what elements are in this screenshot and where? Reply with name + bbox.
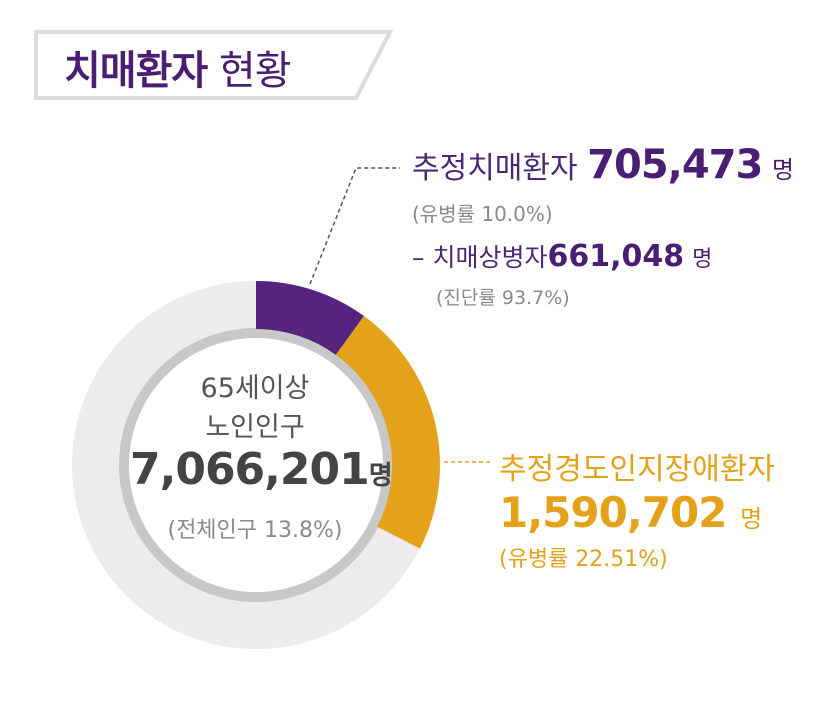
- title-bold: 치매환자: [64, 48, 208, 94]
- total-value-text: 7,066,201: [130, 444, 370, 495]
- title-banner: [34, 30, 394, 100]
- mci-unit: 명: [740, 505, 762, 533]
- leader-line-dementia: [309, 167, 400, 285]
- total-unit: 명: [368, 461, 393, 491]
- dementia-value: 705,473: [587, 142, 763, 188]
- mci-value: 1,590,702: [499, 488, 727, 537]
- diagnosed-label-text: 치매상병자: [432, 243, 548, 272]
- dementia-label-text: 추정치매환자: [412, 151, 578, 186]
- center-label-line1: 65세이상: [200, 373, 310, 404]
- diagnosed-unit: 명: [692, 247, 713, 272]
- donut-slice-1: [335, 316, 441, 549]
- center-share-text: (전체인구 13.8%): [167, 518, 343, 543]
- diagnosed-value: 661,048: [547, 239, 685, 274]
- donut-slice-0: [256, 281, 365, 355]
- diagnosed-rate: (진단률 93.7%): [436, 287, 570, 309]
- donut-inner-ring: [119, 328, 393, 602]
- dementia-label: 추정치매환자 705,473 명: [412, 142, 794, 188]
- title-normal: 현황: [218, 48, 292, 94]
- mci-label: 추정경도인지장애환자: [499, 452, 775, 487]
- mci-rate: (유병률 22.51%): [499, 547, 668, 572]
- donut-slices: [256, 281, 441, 549]
- page-title: 치매환자 현황: [64, 38, 292, 96]
- dementia-unit: 명: [771, 156, 794, 184]
- diagnosed-label: – 치매상병자661,048 명: [412, 238, 712, 274]
- dementia-rate: (유병률 10.0%): [412, 202, 553, 226]
- center-total-value: 7,066,201명: [130, 444, 393, 495]
- mci-value-line: 1,590,702 명: [499, 488, 762, 537]
- center-label-line2: 노인인구: [205, 412, 305, 443]
- dash-icon: –: [412, 243, 425, 272]
